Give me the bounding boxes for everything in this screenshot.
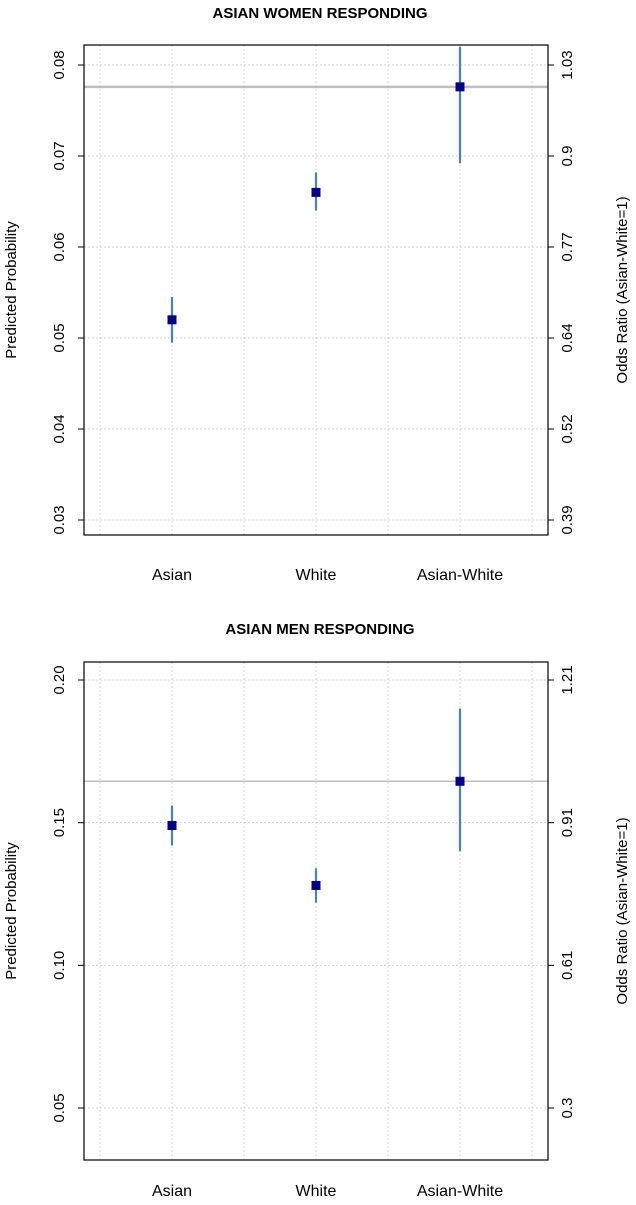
category-label: White — [296, 1183, 337, 1200]
y-tick-label: 0.07 — [51, 141, 68, 170]
y-tick-label: 0.03 — [51, 505, 68, 534]
data-point — [455, 776, 465, 786]
y2-axis-label: Odds Ratio (Asian-White=1) — [614, 196, 631, 383]
y-axis-label: Predicted Probability — [3, 221, 20, 359]
y-tick-label: 0.20 — [51, 665, 68, 694]
data-point — [167, 821, 177, 831]
plot-frame — [83, 44, 549, 536]
data-point — [311, 187, 321, 197]
category-label: Asian — [152, 567, 192, 584]
y-tick-label: 0.10 — [51, 951, 68, 980]
y2-tick-label: 1.03 — [559, 50, 576, 79]
y2-tick-label: 0.64 — [559, 323, 576, 352]
y2-axis-label: Odds Ratio (Asian-White=1) — [614, 817, 631, 1004]
y-tick-label: 0.05 — [51, 323, 68, 352]
category-label: Asian — [152, 1183, 192, 1200]
y-axis-label: Predicted Probability — [3, 842, 20, 980]
data-point — [455, 82, 465, 92]
data-point — [311, 880, 321, 890]
y2-tick-label: 0.52 — [559, 414, 576, 443]
chart-title: ASIAN MEN RESPONDING — [225, 621, 414, 638]
category-label: White — [296, 567, 337, 584]
y2-tick-label: 0.9 — [559, 146, 576, 167]
plot-frame — [83, 661, 549, 1161]
y2-tick-label: 0.39 — [559, 505, 576, 534]
y2-tick-label: 0.91 — [559, 808, 576, 837]
y2-tick-label: 0.3 — [559, 1098, 576, 1119]
data-point — [167, 315, 177, 325]
y-tick-label: 0.05 — [51, 1093, 68, 1122]
category-label: Asian-White — [417, 567, 503, 584]
y2-tick-label: 0.61 — [559, 951, 576, 980]
category-label: Asian-White — [417, 1183, 503, 1200]
y-tick-label: 0.08 — [51, 50, 68, 79]
chart-title: ASIAN WOMEN RESPONDING — [212, 5, 427, 22]
y2-tick-label: 0.77 — [559, 232, 576, 261]
y-tick-label: 0.06 — [51, 232, 68, 261]
y2-tick-label: 1.21 — [559, 665, 576, 694]
y-tick-label: 0.15 — [51, 808, 68, 837]
y-tick-label: 0.04 — [51, 414, 68, 443]
